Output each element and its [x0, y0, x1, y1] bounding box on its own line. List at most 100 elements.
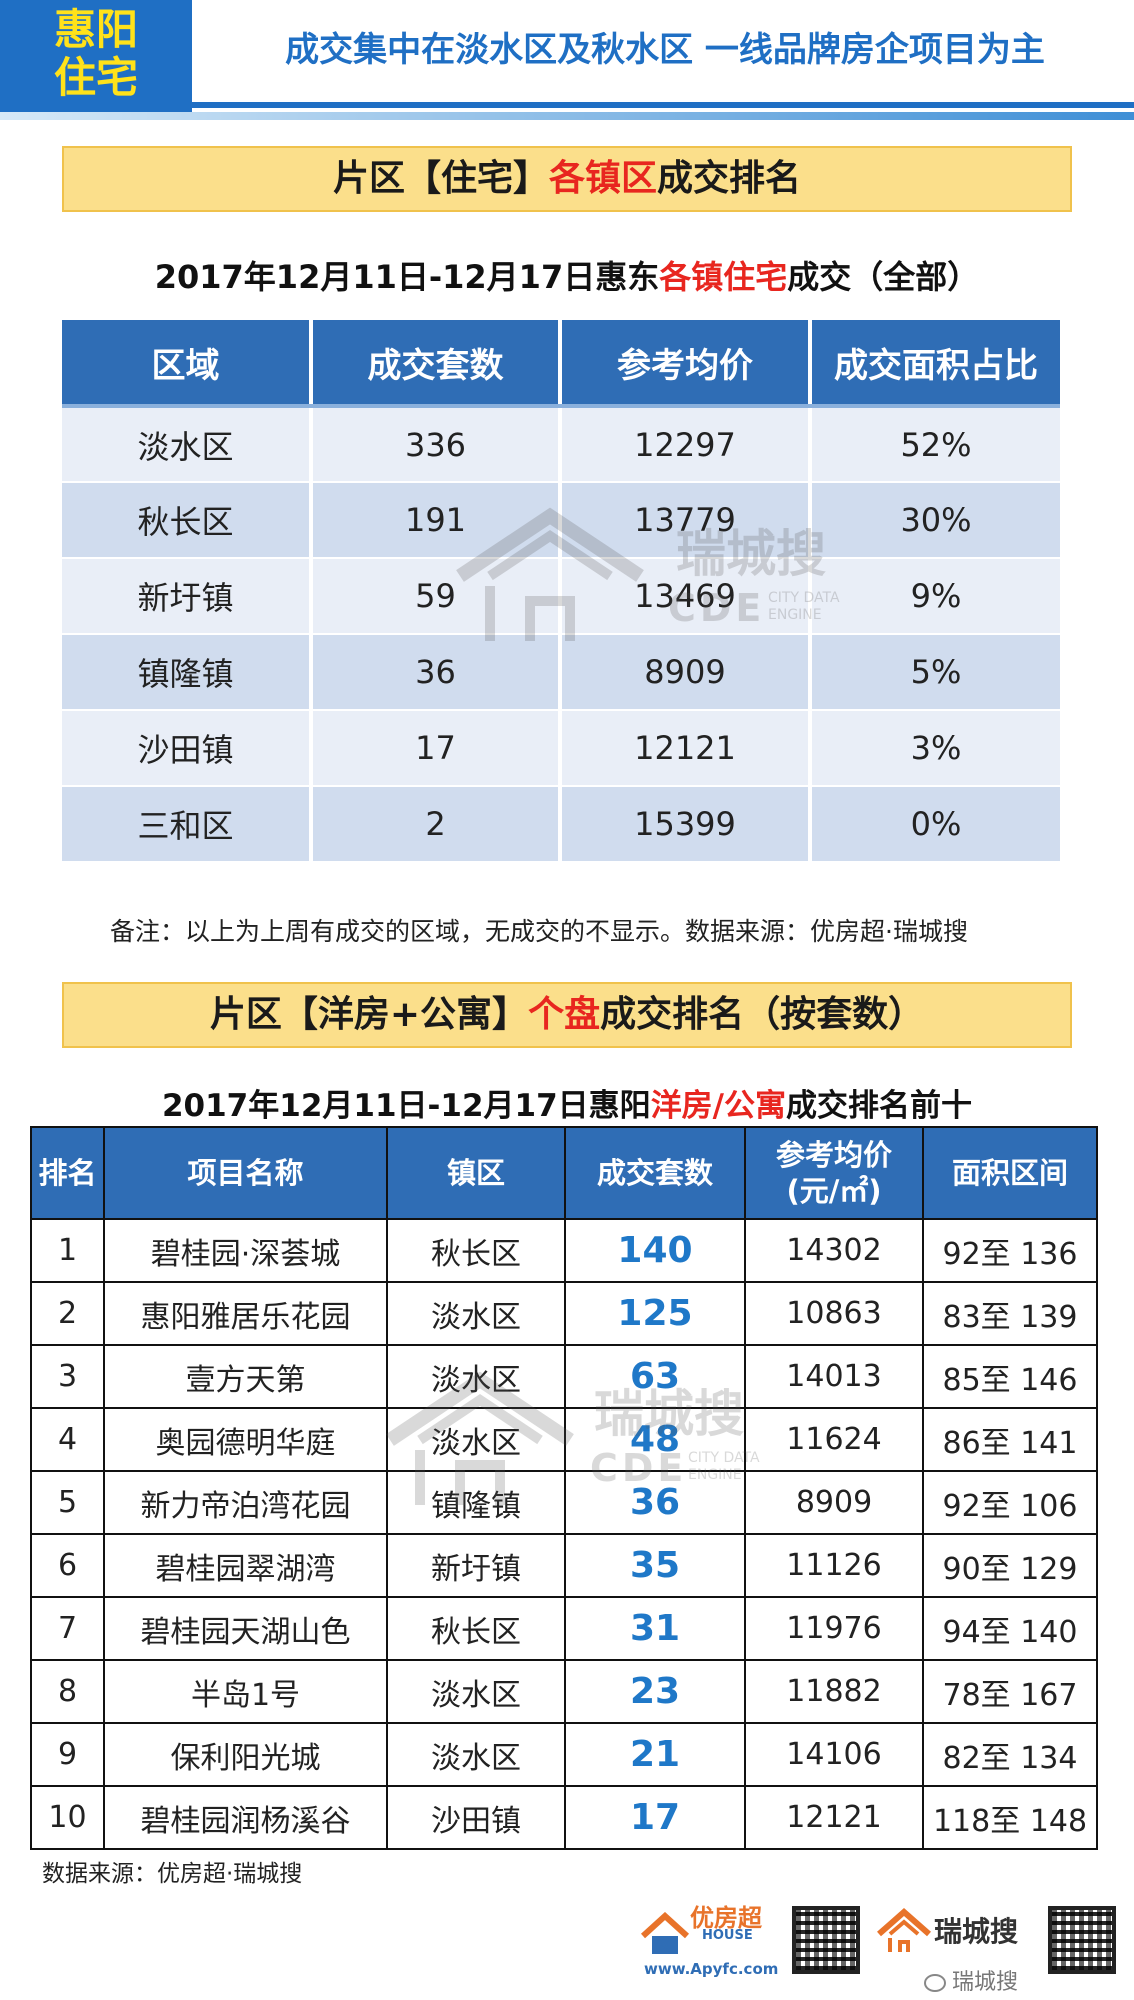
- table-row: 2 惠阳雅居乐花园 淡水区 125 10863 83至 139: [30, 1281, 1098, 1346]
- units-cell: 125: [564, 1281, 746, 1346]
- project-name-cell: 碧桂园翠湖湾: [103, 1533, 388, 1598]
- area-range-cell: 90至 129: [922, 1533, 1098, 1598]
- header-rule: [192, 102, 1134, 108]
- table-row: 8 半岛1号 淡水区 23 11882 78至 167: [30, 1659, 1098, 1724]
- rank-cell: 2: [30, 1281, 105, 1346]
- area-range-cell: 92至 106: [922, 1470, 1098, 1535]
- table-cell: 2: [311, 786, 562, 863]
- table-cell: 12297: [560, 406, 812, 483]
- column-header: 区域: [62, 320, 313, 408]
- units-cell: 36: [564, 1470, 746, 1535]
- table-cell: 沙田镇: [62, 710, 313, 787]
- units-cell: 31: [564, 1596, 746, 1661]
- table-row: 秋长区 191 13779 30%: [62, 482, 1060, 559]
- rank-cell: 4: [30, 1407, 105, 1472]
- table-row: 淡水区 336 12297 52%: [62, 406, 1060, 483]
- table-cell: 9%: [810, 558, 1060, 635]
- section1-banner-a: 片区【住宅】: [332, 158, 549, 199]
- column-header: 成交套数: [564, 1126, 746, 1220]
- table-header-row: 区域 成交套数 参考均价 成交面积占比: [62, 320, 1060, 408]
- table-row: 10 碧桂园润杨溪谷 沙田镇 17 12121 118至 148: [30, 1785, 1098, 1850]
- district-cell: 淡水区: [386, 1281, 566, 1346]
- section1-banner-b: 各镇区: [548, 158, 657, 199]
- table-row: 3 壹方天第 淡水区 63 14013 85至 146: [30, 1344, 1098, 1409]
- district-cell: 秋长区: [386, 1218, 566, 1283]
- table-cell: 191: [311, 482, 562, 559]
- project-name-cell: 碧桂园·深荟城: [103, 1218, 388, 1283]
- qr-code-1: [792, 1906, 860, 1974]
- section2-banner: 片区【洋房+公寓】个盘成交排名（按套数）: [62, 982, 1072, 1048]
- rank-cell: 10: [30, 1785, 105, 1850]
- column-header: 参考均价: [560, 320, 812, 408]
- section2-subtitle-a: 2017年12月11日-12月17日惠阳: [161, 1088, 651, 1124]
- table-cell: 17: [311, 710, 562, 787]
- table-row: 新圩镇 59 13469 9%: [62, 558, 1060, 635]
- category-tag-line2: 住宅: [53, 53, 138, 102]
- rank-cell: 1: [30, 1218, 105, 1283]
- price-cell: 14302: [744, 1218, 924, 1283]
- youfangchao-logo: 优房超 HOUSE www.Apyfc.com: [640, 1898, 780, 1988]
- units-cell: 63: [564, 1344, 746, 1409]
- table-row: 镇隆镇 36 8909 5%: [62, 634, 1060, 711]
- table-cell: 镇隆镇: [62, 634, 313, 711]
- section2-subtitle-b: 洋房/公寓: [650, 1088, 787, 1124]
- table-cell: 30%: [810, 482, 1060, 559]
- table-cell: 13469: [560, 558, 812, 635]
- district-cell: 淡水区: [386, 1659, 566, 1724]
- project-name-cell: 碧桂园润杨溪谷: [103, 1785, 388, 1850]
- section1-subtitle-b: 各镇住宅: [659, 258, 788, 296]
- qr-code-2: [1048, 1906, 1116, 1974]
- logo1-url: www.Apyfc.com: [644, 1960, 779, 1978]
- column-header: 成交套数: [311, 320, 562, 408]
- section1-banner: 片区【住宅】各镇区成交排名: [62, 146, 1072, 212]
- district-cell: 秋长区: [386, 1596, 566, 1661]
- table-cell: 8909: [560, 634, 812, 711]
- table-row: 沙田镇 17 12121 3%: [62, 710, 1060, 787]
- wechat-watermark: 瑞城搜: [924, 1964, 1018, 1996]
- column-header: 排名: [30, 1126, 105, 1220]
- table-cell: 15399: [560, 786, 812, 863]
- section2-subtitle: 2017年12月11日-12月17日惠阳洋房/公寓成交排名前十: [40, 1080, 1094, 1125]
- table-cell: 5%: [810, 634, 1060, 711]
- district-cell: 淡水区: [386, 1407, 566, 1472]
- area-range-cell: 118至 148: [922, 1785, 1098, 1850]
- column-header: 项目名称: [103, 1126, 388, 1220]
- section2-subtitle-c: 成交排名前十: [786, 1088, 973, 1124]
- section1-note: 备注：以上为上周有成交的区域，无成交的不显示。数据来源：优房超·瑞城搜: [110, 917, 968, 946]
- wechat-icon: [924, 1974, 946, 1992]
- table-cell: 新圩镇: [62, 558, 313, 635]
- district-cell: 淡水区: [386, 1344, 566, 1409]
- rank-cell: 9: [30, 1722, 105, 1787]
- section1-subtitle: 2017年12月11日-12月17日惠东各镇住宅成交（全部）: [40, 252, 1094, 298]
- section2-banner-a: 片区【洋房+公寓】: [209, 994, 529, 1035]
- project-name-cell: 碧桂园天湖山色: [103, 1596, 388, 1661]
- units-cell: 17: [564, 1785, 746, 1850]
- area-range-cell: 94至 140: [922, 1596, 1098, 1661]
- category-tag: 惠阳 住宅: [0, 0, 192, 112]
- house-logo-icon: [640, 1912, 690, 1954]
- section1-banner-c: 成交排名: [657, 158, 802, 199]
- project-name-cell: 奥园德明华庭: [103, 1407, 388, 1472]
- rank-cell: 6: [30, 1533, 105, 1598]
- units-cell: 21: [564, 1722, 746, 1787]
- column-header: 成交面积占比: [810, 320, 1060, 408]
- table-cell: 336: [311, 406, 562, 483]
- table-row: 5 新力帝泊湾花园 镇隆镇 36 8909 92至 106: [30, 1470, 1098, 1535]
- data-source-note: 数据来源：优房超·瑞城搜: [42, 1861, 303, 1887]
- units-cell: 35: [564, 1533, 746, 1598]
- table-cell: 13779: [560, 482, 812, 559]
- units-cell: 23: [564, 1659, 746, 1724]
- wechat-account: 瑞城搜: [952, 1970, 1019, 1995]
- price-cell: 12121: [744, 1785, 924, 1850]
- table-cell: 52%: [810, 406, 1060, 483]
- price-cell: 11882: [744, 1659, 924, 1724]
- column-header: 面积区间: [922, 1126, 1098, 1220]
- area-range-cell: 78至 167: [922, 1659, 1098, 1724]
- area-range-cell: 92至 136: [922, 1218, 1098, 1283]
- section1-subtitle-a: 2017年12月11日-12月17日惠东: [154, 258, 660, 296]
- units-cell: 140: [564, 1218, 746, 1283]
- price-cell: 11624: [744, 1407, 924, 1472]
- header-gradient-bar: [0, 112, 1134, 120]
- logo2-name: 瑞城搜: [934, 1915, 1019, 1948]
- section1-subtitle-c: 成交（全部）: [787, 258, 980, 296]
